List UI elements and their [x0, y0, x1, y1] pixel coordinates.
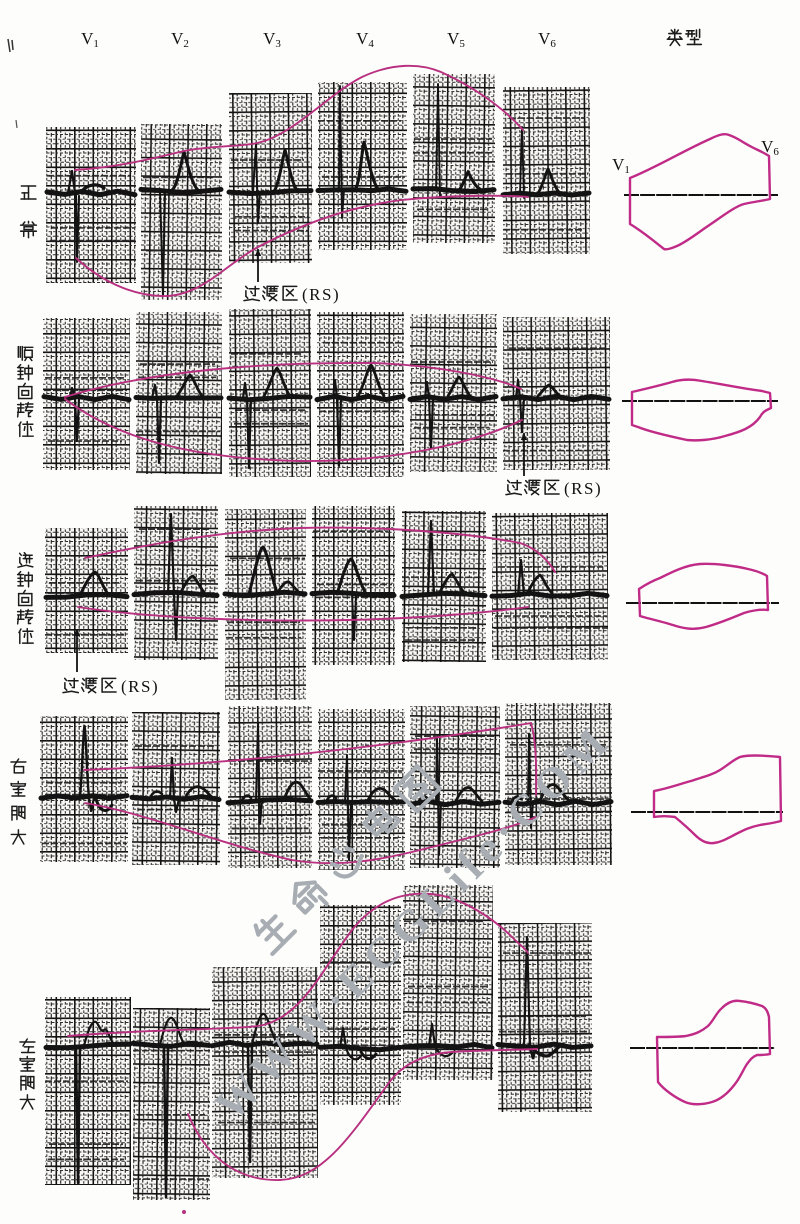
- svg-text:(RS): (RS): [121, 677, 159, 696]
- svg-text:(RS): (RS): [302, 285, 340, 304]
- svg-text:(RS): (RS): [564, 479, 602, 498]
